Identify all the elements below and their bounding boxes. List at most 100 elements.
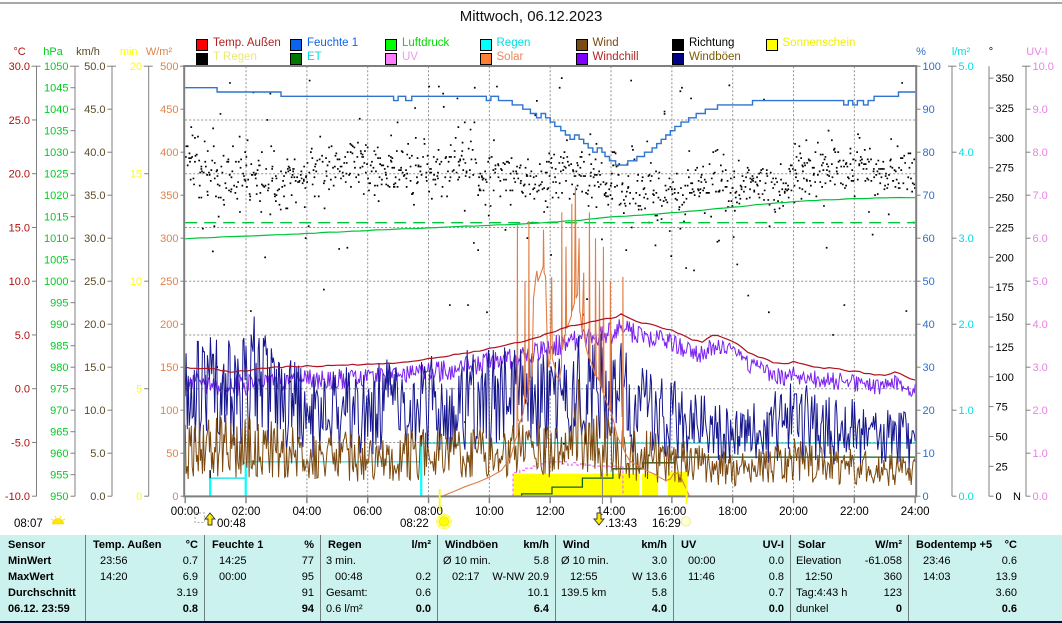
- series-solar: [185, 186, 916, 497]
- table-row-label: Durchschnitt: [8, 586, 76, 599]
- x-axis-label: 12:00: [536, 506, 565, 518]
- table-cell-left: 23:56: [100, 554, 128, 567]
- legend-label: Solar: [496, 51, 524, 63]
- table-cell-left: Ø 10 min.: [443, 554, 491, 567]
- table-header-name: Solar: [798, 539, 826, 551]
- x-axis-label: 06:00: [353, 506, 382, 518]
- table-cell: 94: [205, 602, 320, 618]
- axis-tick-label: 350: [996, 73, 1014, 85]
- table-col-sensor: Sensor MinWert MaxWert Durchschnitt 06.12. 2…: [2, 535, 85, 621]
- marker-label: 08:07: [14, 518, 43, 530]
- axis-tick-label: 15.0: [84, 362, 105, 374]
- marker-label: 08:22: [400, 518, 429, 530]
- axis-Wm: W/m² 0 50 100 150 200 250 300 350 400 450 500: [146, 46, 189, 503]
- table-row-label: MaxWert: [8, 570, 54, 583]
- axis-tick-label: 100: [996, 372, 1014, 384]
- table-cell: 23:46 0.6: [909, 554, 1023, 570]
- table-cell-left: 14:20: [100, 570, 128, 583]
- x-axis-label: 02:00: [232, 506, 261, 518]
- axis-tick-label: 100: [923, 61, 941, 73]
- table-cell: Ø 10 min. 5.8: [438, 554, 555, 570]
- series-temp-au-en: [185, 313, 916, 381]
- series-feuchte-1: [185, 87, 916, 166]
- table-col-feuchte-1: Feuchte 1% 14:25 77 00:00 95 91 94: [204, 535, 320, 621]
- table-column-header: Feuchte 1%: [205, 538, 320, 554]
- table-header-name: Feuchte 1: [212, 539, 264, 551]
- legend-label: T Regen: [213, 51, 257, 63]
- table-cell: 23:56 0.7: [86, 554, 204, 570]
- axis-tick-label: 0: [172, 491, 178, 503]
- table-column-header: Windböen km/h: [438, 538, 555, 554]
- table-col-wind: Wind km/h Ø 10 min. 3.0 12:55 W 13.6 139.5 km 5…: [555, 535, 673, 621]
- axis-tick-label: 1000: [44, 276, 68, 288]
- page-title: Mittwoch, 06.12.2023: [459, 8, 603, 25]
- table-cell-value: 360: [883, 570, 902, 583]
- axis-tick-label: 8.0: [1033, 147, 1048, 159]
- axis-tick-label: 30.0: [84, 233, 105, 245]
- axis-title: °C: [13, 46, 25, 58]
- axis-tick-label: 6.0: [1033, 233, 1048, 245]
- x-axis-label: 20:00: [779, 506, 808, 518]
- axis-tick-label: 980: [50, 362, 68, 374]
- x-axis-label: 04:00: [292, 506, 321, 518]
- table-cell: Elevation -61.058: [791, 554, 908, 570]
- table-header-name: Temp. Außen: [93, 539, 162, 551]
- marker-label: 00:48: [217, 518, 246, 530]
- axis-tick-label: 500: [160, 61, 178, 73]
- axis-kmh: km/h 0.0 5.0 10.0 15.0 20.0 25.0 30.0 35.0 40.0 45…: [76, 46, 116, 503]
- legend-label: Windchill: [592, 51, 639, 63]
- axis-tick-label: 0.0: [1033, 491, 1048, 503]
- table-cell-left: dunkel: [796, 602, 829, 615]
- table-cell-left: 11:46: [688, 570, 715, 583]
- legend-label: Richtung: [689, 37, 735, 49]
- table-header-unit: l/m²: [411, 539, 431, 551]
- legend-color-box: [575, 52, 588, 65]
- legend-label: Feuchte 1: [307, 37, 359, 49]
- axis-tick-label: 15: [130, 169, 142, 181]
- marker-label: 16:29: [652, 518, 681, 530]
- axis-tick-label: 0.0: [959, 491, 974, 503]
- x-axis-label: 10:00: [475, 506, 504, 518]
- axis-tick-label: 25.0: [9, 115, 30, 127]
- axis-tick-label: -10.0: [5, 491, 30, 503]
- axis-tick-label: 9.0: [1033, 104, 1048, 116]
- axis-tick-label: 995: [50, 298, 68, 310]
- axis-tick-label: 25: [996, 461, 1008, 473]
- table-cell-left: 00:00: [219, 570, 247, 583]
- table-cell-value: W 13.6: [632, 570, 667, 583]
- axis-tick-label: 2.0: [1033, 405, 1048, 417]
- axis-tick-label: 45.0: [84, 104, 105, 116]
- table-cell-value: 13.9: [995, 570, 1017, 583]
- axis-tick-label: 250: [996, 193, 1014, 205]
- axis-tick-label: 25.0: [84, 276, 105, 288]
- legend-label: Regen: [496, 37, 531, 49]
- chart-legend: Temp. Außen Feuchte 1 Luftdruck Regen Wind Ri…: [0, 0, 1062, 66]
- axis-tick-label: 955: [50, 470, 68, 482]
- axis-tick-label: 450: [160, 104, 178, 116]
- axis-tick-label: 250: [160, 276, 178, 288]
- axis-tick-label: 0: [923, 491, 929, 503]
- legend-color-box: [672, 38, 684, 51]
- table-cell-value: 0: [895, 602, 902, 615]
- table-cell-value: 0.8: [768, 570, 784, 583]
- axis-tick-label: 2.0: [959, 319, 974, 331]
- axis-zero-extra-label: N: [1013, 491, 1021, 503]
- marker-sunrise: 08:07: [14, 515, 66, 530]
- table-cell: 14:25 77: [205, 554, 320, 570]
- series-et: [185, 456, 916, 497]
- axis-tick-label: 70: [923, 190, 935, 202]
- axis-title: W/m²: [146, 46, 173, 58]
- table-cell-value: 3.60: [995, 586, 1017, 599]
- marker-wind-event: .13:43: [593, 512, 637, 530]
- table-cell-left: 00:48: [335, 570, 363, 583]
- table-cell: 6.4: [438, 602, 555, 618]
- table-cell-value: 3.0: [651, 554, 667, 567]
- table-row-label: MinWert: [8, 554, 52, 567]
- table-column-header: Bodentemp +5 °C: [909, 538, 1023, 554]
- x-axis-label: 16:00: [657, 506, 686, 518]
- table-cell-left: 0.6 l/m²: [326, 602, 363, 615]
- table-cell: 10.1: [438, 586, 555, 602]
- axis-tick-label: 4.0: [959, 147, 974, 159]
- series-wind: [184, 379, 916, 488]
- axis-tick-label: 1045: [44, 83, 68, 95]
